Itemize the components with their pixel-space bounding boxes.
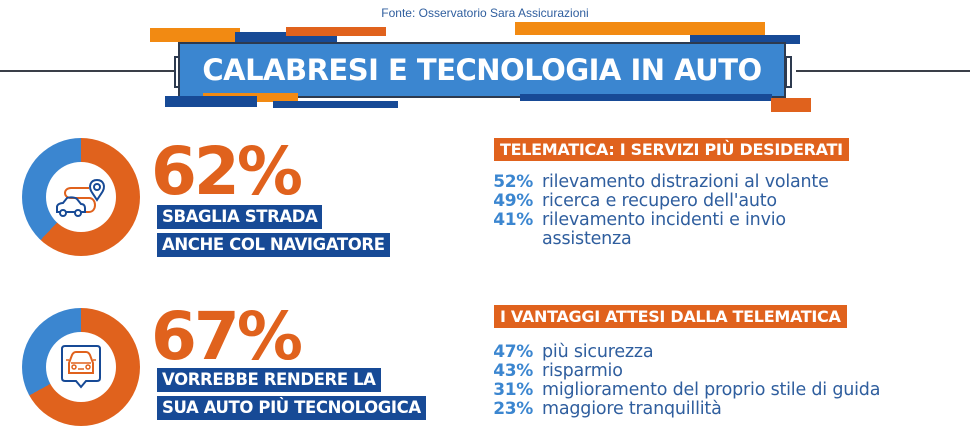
decor-bar (771, 98, 811, 112)
stat-percent: 49% (493, 191, 533, 211)
stat-text: maggiore tranquillità (542, 399, 722, 419)
stat-percent: 52% (493, 172, 533, 192)
donut-chart-62 (22, 138, 140, 256)
stat-value-67: 67% (151, 298, 303, 375)
stat-text: risparmio (542, 361, 623, 381)
decor-bar (286, 27, 386, 36)
car-chat-bubble-icon (61, 345, 101, 389)
list-item: 41% rilevamento incidenti e invio assist… (486, 211, 842, 249)
stat-label-line: VORREBBE RENDERE LA (157, 368, 381, 392)
decor-bar (150, 28, 240, 42)
list-item: 43% risparmio (486, 362, 880, 381)
header-rule-right (796, 70, 970, 72)
services-heading: TELEMATICA: I SERVIZI PIÙ DESIDERATI (494, 138, 849, 161)
decor-bar (515, 22, 765, 35)
stat-label-line: SBAGLIA STRADA (157, 205, 323, 229)
decor-bar (273, 101, 398, 108)
title-banner: CALABRESI E TECNOLOGIA IN AUTO (178, 42, 786, 98)
banner-border (178, 42, 180, 98)
donut-chart-67 (22, 308, 140, 426)
services-list: 52% rilevamento distrazioni al volante 4… (486, 173, 842, 249)
advantages-heading: I VANTAGGI ATTESI DALLA TELEMATICA (494, 305, 847, 328)
stat-percent: 41% (493, 210, 533, 230)
decor-bar (690, 35, 800, 44)
decor-bar (520, 94, 772, 101)
list-item: 52% rilevamento distrazioni al volante (486, 173, 842, 192)
car-route-pin-icon (56, 178, 105, 217)
banner-border (784, 42, 786, 98)
stat-text: rilevamento incidenti e invio assistenza (542, 210, 786, 249)
donut-hole (46, 162, 116, 232)
stat-text: miglioramento del proprio stile di guida (542, 380, 881, 400)
list-item: 31% miglioramento del proprio stile di g… (486, 381, 880, 400)
stat-percent: 23% (493, 399, 533, 419)
stat-value-62: 62% (151, 133, 303, 210)
stat-label-line: ANCHE COL NAVIGATORE (157, 233, 390, 257)
page-title: CALABRESI E TECNOLOGIA IN AUTO (202, 53, 762, 87)
stat-text: rilevamento distrazioni al volante (542, 172, 829, 192)
stat-label-line: SUA AUTO PIÙ TECNOLOGICA (157, 396, 426, 420)
stat-text: più sicurezza (542, 342, 654, 362)
donut-hole (46, 332, 116, 402)
list-item: 49% ricerca e recupero dell'auto (486, 192, 842, 211)
stat-percent: 47% (493, 342, 533, 362)
list-item: 23% maggiore tranquillità (486, 400, 880, 419)
decor-bar (235, 32, 337, 42)
decor-bar (165, 96, 257, 107)
source-caption: Fonte: Osservatorio Sara Assicurazioni (381, 6, 589, 20)
stat-percent: 31% (493, 380, 533, 400)
stat-text: ricerca e recupero dell'auto (542, 191, 777, 211)
header-rule-left (0, 70, 176, 72)
advantages-list: 47% più sicurezza 43% risparmio 31% migl… (486, 343, 880, 419)
banner-tab-right (785, 56, 792, 88)
list-item: 47% più sicurezza (486, 343, 880, 362)
stat-percent: 43% (493, 361, 533, 381)
